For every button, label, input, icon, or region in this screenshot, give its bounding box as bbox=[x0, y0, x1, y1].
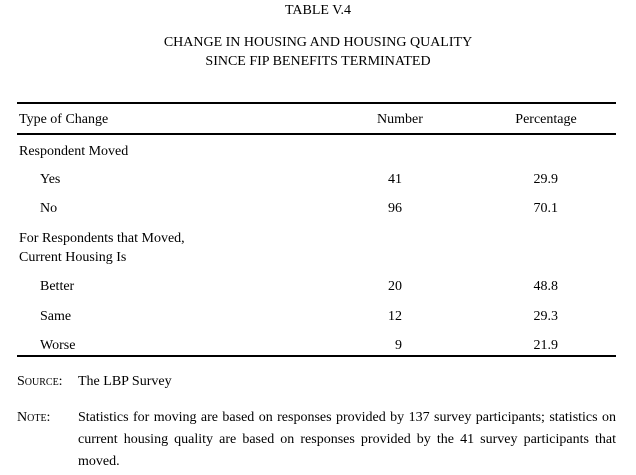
cell-percentage: 29.3 bbox=[533, 309, 559, 324]
table-top-rule bbox=[17, 102, 616, 104]
table-header-rule bbox=[17, 133, 616, 135]
row-label: Yes bbox=[40, 172, 61, 187]
note-label: Note: bbox=[17, 410, 51, 425]
row-label: Same bbox=[40, 309, 72, 324]
row-label: Worse bbox=[40, 338, 76, 353]
row-label: No bbox=[40, 201, 58, 216]
column-header-percentage: Percentage bbox=[515, 112, 577, 127]
section-label-line-2: Current Housing Is bbox=[19, 250, 127, 265]
cell-number: 96 bbox=[388, 201, 402, 216]
table-title-line-2: SINCE FIP BENEFITS TERMINATED bbox=[205, 54, 431, 69]
cell-number: 9 bbox=[395, 338, 402, 353]
section-label: Respondent Moved bbox=[19, 144, 129, 159]
cell-percentage: 21.9 bbox=[533, 338, 559, 353]
cell-number: 20 bbox=[388, 279, 402, 294]
cell-number: 12 bbox=[388, 309, 402, 324]
cell-number: 41 bbox=[388, 172, 402, 187]
section-label-line-1: For Respondents that Moved, bbox=[19, 231, 185, 246]
source-text: The LBP Survey bbox=[78, 374, 172, 389]
source-label: Source: bbox=[17, 374, 63, 389]
note-text: Statistics for moving are based on respo… bbox=[78, 410, 616, 469]
table-bottom-rule bbox=[17, 355, 616, 357]
cell-percentage: 48.8 bbox=[533, 279, 559, 294]
column-header-number: Number bbox=[377, 112, 423, 127]
row-label: Better bbox=[40, 279, 75, 294]
column-header-type-of-change: Type of Change bbox=[19, 112, 109, 127]
table-title-line-1: CHANGE IN HOUSING AND HOUSING QUALITY bbox=[163, 35, 473, 50]
table-number-label: TABLE V.4 bbox=[284, 3, 352, 18]
cell-percentage: 29.9 bbox=[533, 172, 559, 187]
cell-percentage: 70.1 bbox=[533, 201, 559, 216]
